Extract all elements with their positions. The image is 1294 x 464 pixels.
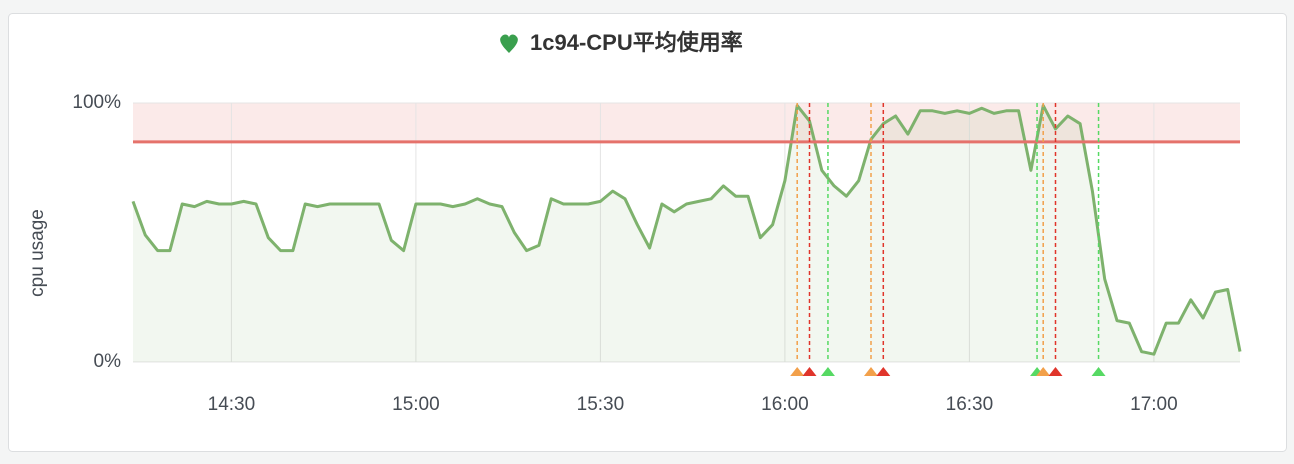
y-tick-label: 100%	[72, 92, 121, 113]
line	[131, 104, 1242, 356]
threshold-region	[133, 103, 1240, 142]
x-tick-label: 16:30	[946, 394, 994, 415]
annotation-marker	[1036, 367, 1051, 376]
heart-icon	[500, 34, 518, 53]
x-tick-label: 15:30	[577, 394, 625, 415]
annotation-marker	[876, 367, 891, 376]
x-tick-label: 15:00	[392, 394, 440, 415]
x-tick-label: 14:30	[208, 394, 256, 415]
annotation-marker	[790, 367, 805, 376]
annotation-marker	[864, 367, 878, 376]
panel	[8, 13, 1287, 452]
annotation-marker	[1048, 367, 1063, 376]
chart-title: 1c94-CPU平均使用率	[530, 30, 743, 55]
y-axis-label: cpu usage	[27, 209, 48, 297]
annotation-marker	[820, 367, 835, 376]
annotation-marker	[802, 367, 817, 376]
area	[133, 105, 1240, 362]
y-tick-label: 0%	[94, 351, 122, 372]
annotation-marker	[1091, 367, 1106, 376]
x-tick-label: 17:00	[1130, 394, 1178, 415]
x-tick-label: 16:00	[761, 394, 809, 415]
